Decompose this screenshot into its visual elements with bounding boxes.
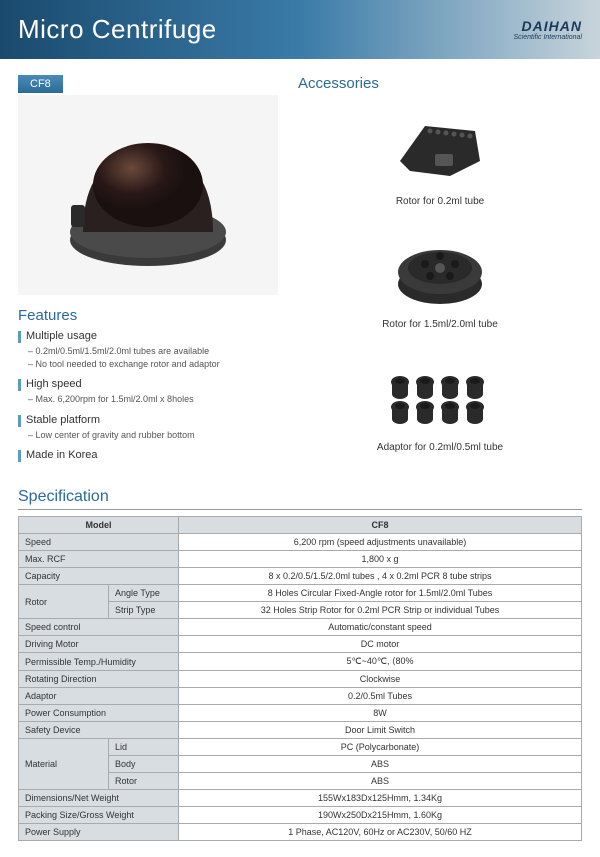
feature-title: Stable platform [26, 414, 100, 426]
table-row: Packing Size/Gross Weight190Wx250Dx215Hm… [19, 807, 582, 824]
content-area: CF8 Features Multiple usage 0.2ml/0.5ml/1… [0, 59, 600, 857]
table-row: Speed controlAutomatic/constant speed [19, 619, 582, 636]
spec-label: Power Consumption [19, 705, 179, 722]
accessory-image [360, 98, 520, 193]
brand-name: DAIHAN [514, 18, 582, 34]
feature-item: Made in Korea [18, 449, 278, 462]
spec-value: Door Limit Switch [179, 722, 582, 739]
spec-label: Capacity [19, 568, 179, 585]
accessory-item: Rotor for 1.5ml/2.0ml tube [298, 221, 582, 330]
spec-value: 190Wx250Dx215Hmm, 1.60Kg [179, 807, 582, 824]
feature-mark-icon [18, 379, 21, 391]
brand-block: DAIHAN Scientific International [514, 18, 582, 41]
spec-label: Rotating Direction [19, 671, 179, 688]
model-badge: CF8 [18, 75, 63, 93]
accessory-label: Adaptor for 0.2ml/0.5ml tube [298, 442, 582, 453]
spec-value: Automatic/constant speed [179, 619, 582, 636]
feature-bullet: Low center of gravity and rubber bottom [28, 429, 278, 442]
feature-bullet: Max. 6,200rpm for 1.5ml/2.0ml x 8holes [28, 393, 278, 406]
table-row: Driving MotorDC motor [19, 636, 582, 653]
table-row: Power Supply1 Phase, AC120V, 60Hz or AC2… [19, 824, 582, 841]
spec-value: 1,800 x g [179, 551, 582, 568]
table-header-model: Model [19, 517, 179, 534]
feature-bullet: No tool needed to exchange rotor and ada… [28, 358, 278, 371]
spec-label: Driving Motor [19, 636, 179, 653]
accessory-label: Rotor for 0.2ml tube [298, 196, 582, 207]
spec-value: 155Wx183Dx125Hmm, 1.34Kg [179, 790, 582, 807]
accessory-label: Rotor for 1.5ml/2.0ml tube [298, 319, 582, 330]
spec-sublabel: Body [109, 756, 179, 773]
feature-bullet: 0.2ml/0.5ml/1.5ml/2.0ml tubes are availa… [28, 345, 278, 358]
feature-mark-icon [18, 450, 21, 462]
table-row: Adaptor0.2/0.5ml Tubes [19, 688, 582, 705]
table-row: Permissible Temp./Humidity5℃~40℃, ⟨80% [19, 653, 582, 671]
spec-sublabel: Rotor [109, 773, 179, 790]
page-header: Micro Centrifuge DAIHAN Scientific Inter… [0, 0, 600, 59]
spec-value: DC motor [179, 636, 582, 653]
table-header-value: CF8 [179, 517, 582, 534]
spec-label: Safety Device [19, 722, 179, 739]
table-row: Power Consumption8W [19, 705, 582, 722]
table-row: Capacity8 x 0.2/0.5/1.5/2.0ml tubes , 4 … [19, 568, 582, 585]
feature-item: High speed Max. 6,200rpm for 1.5ml/2.0ml … [18, 378, 278, 406]
spec-label: Permissible Temp./Humidity [19, 653, 179, 671]
accessory-item: Rotor for 0.2ml tube [298, 98, 582, 207]
spec-label: Speed [19, 534, 179, 551]
accessory-item: Adaptor for 0.2ml/0.5ml tube [298, 344, 582, 453]
feature-item: Stable platform Low center of gravity and… [18, 414, 278, 442]
feature-title: Multiple usage [26, 330, 97, 342]
table-row: Speed6,200 rpm (speed adjustments unavai… [19, 534, 582, 551]
brand-subtitle: Scientific International [514, 34, 582, 41]
spec-value: 6,200 rpm (speed adjustments unavailable… [179, 534, 582, 551]
specification-table: ModelCF8 Speed6,200 rpm (speed adjustmen… [18, 516, 582, 841]
spec-value: 1 Phase, AC120V, 60Hz or AC230V, 50/60 H… [179, 824, 582, 841]
spec-label: Rotor [19, 585, 109, 619]
spec-label: Speed control [19, 619, 179, 636]
spec-value: 8 x 0.2/0.5/1.5/2.0ml tubes , 4 x 0.2ml … [179, 568, 582, 585]
features-list: Multiple usage 0.2ml/0.5ml/1.5ml/2.0ml tu… [18, 330, 278, 462]
table-row: Max. RCF1,800 x g [19, 551, 582, 568]
spec-sublabel: Lid [109, 739, 179, 756]
table-row: Safety DeviceDoor Limit Switch [19, 722, 582, 739]
spec-value: 8W [179, 705, 582, 722]
features-title: Features [18, 307, 278, 324]
spec-label: Dimensions/Net Weight [19, 790, 179, 807]
spec-label: Adaptor [19, 688, 179, 705]
spec-value: PC (Polycarbonate) [179, 739, 582, 756]
spec-label: Material [19, 739, 109, 790]
spec-value: 8 Holes Circular Fixed-Angle rotor for 1… [179, 585, 582, 602]
feature-bullets: 0.2ml/0.5ml/1.5ml/2.0ml tubes are availa… [28, 345, 278, 370]
spec-value: ABS [179, 756, 582, 773]
spec-value: 32 Holes Strip Rotor for 0.2ml PCR Strip… [179, 602, 582, 619]
feature-title: Made in Korea [26, 449, 98, 461]
feature-title: High speed [26, 378, 82, 390]
spec-label: Packing Size/Gross Weight [19, 807, 179, 824]
page-title: Micro Centrifuge [18, 14, 217, 45]
spec-value: ABS [179, 773, 582, 790]
spec-sublabel: Strip Type [109, 602, 179, 619]
table-row: Dimensions/Net Weight155Wx183Dx125Hmm, 1… [19, 790, 582, 807]
feature-item: Multiple usage 0.2ml/0.5ml/1.5ml/2.0ml tu… [18, 330, 278, 370]
spec-label: Power Supply [19, 824, 179, 841]
product-image [18, 95, 278, 295]
spec-value: Clockwise [179, 671, 582, 688]
feature-mark-icon [18, 331, 21, 343]
specification-title: Specification [18, 488, 582, 510]
accessory-image [360, 221, 520, 316]
spec-value: 5℃~40℃, ⟨80% [179, 653, 582, 671]
feature-mark-icon [18, 415, 21, 427]
feature-bullets: Max. 6,200rpm for 1.5ml/2.0ml x 8holes [28, 393, 278, 406]
table-row: Rotating DirectionClockwise [19, 671, 582, 688]
accessory-image [360, 344, 520, 439]
spec-label: Max. RCF [19, 551, 179, 568]
feature-bullets: Low center of gravity and rubber bottom [28, 429, 278, 442]
spec-value: 0.2/0.5ml Tubes [179, 688, 582, 705]
spec-sublabel: Angle Type [109, 585, 179, 602]
accessories-title: Accessories [298, 75, 582, 92]
